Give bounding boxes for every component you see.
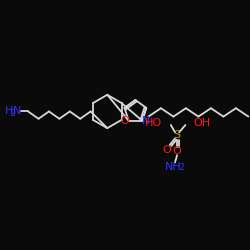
Text: O: O (173, 146, 182, 156)
Text: O: O (162, 145, 171, 155)
Text: 2: 2 (180, 163, 185, 172)
Text: HO: HO (146, 118, 162, 128)
Text: OH: OH (194, 118, 211, 128)
Text: 2: 2 (10, 109, 15, 118)
Text: N: N (142, 116, 150, 126)
Text: N: N (12, 106, 21, 117)
Text: NH: NH (164, 162, 181, 172)
Text: O: O (120, 116, 129, 126)
Text: H: H (5, 106, 14, 117)
Text: S: S (174, 130, 181, 140)
